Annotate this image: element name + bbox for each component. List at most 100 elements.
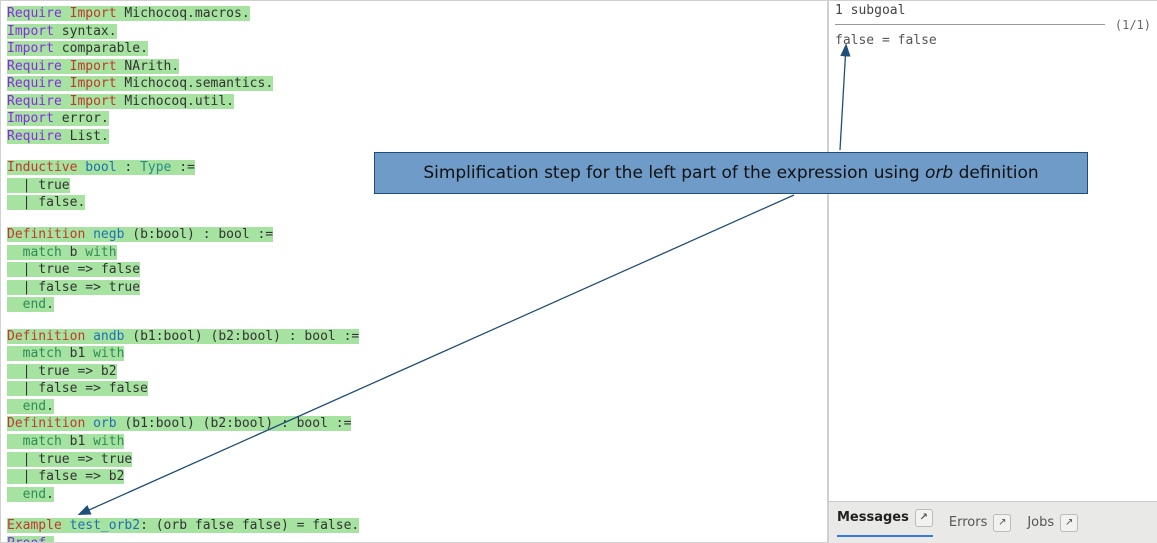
- code-token: with: [93, 434, 124, 449]
- code-token: end: [23, 297, 46, 312]
- code-token: Require: [7, 129, 62, 144]
- code-line[interactable]: | false => true: [7, 279, 821, 297]
- code-token: | false: [7, 195, 77, 210]
- code-token: .: [46, 399, 54, 414]
- code-token: match: [23, 245, 62, 260]
- code-line[interactable]: Definition andb (b1:bool) (b2:bool) : bo…: [7, 328, 821, 346]
- code-token: Import: [70, 6, 117, 21]
- popout-icon[interactable]: ↗: [993, 514, 1011, 532]
- code-line[interactable]: Definition orb (b1:bool) (b2:bool) : boo…: [7, 415, 821, 433]
- code-token: NArith: [124, 59, 171, 74]
- code-token: b1: [62, 346, 93, 361]
- code-line[interactable]: Proof.: [7, 535, 821, 543]
- code-line[interactable]: | true => true: [7, 451, 821, 469]
- code-line[interactable]: Require Import NArith.: [7, 58, 821, 76]
- code-token: [62, 129, 70, 144]
- callout-text: Simplification step for the left part of…: [423, 163, 1038, 183]
- code-token: Definition: [7, 329, 85, 344]
- code-line[interactable]: match b1 with: [7, 345, 821, 363]
- tab-jobs[interactable]: Jobs ↗: [1027, 514, 1078, 532]
- code-token: [7, 434, 23, 449]
- tab-messages[interactable]: Messages ↗: [837, 509, 933, 537]
- code-token: .: [77, 195, 85, 210]
- code-token: .: [46, 297, 54, 312]
- code-line[interactable]: Require Import Michocoq.macros.: [7, 5, 821, 23]
- code-token: | false => false: [7, 381, 148, 396]
- code-token: [62, 6, 70, 21]
- code-line[interactable]: Import comparable.: [7, 40, 821, 58]
- code-line[interactable]: Import syntax.: [7, 23, 821, 41]
- code-line[interactable]: | false => b2: [7, 468, 821, 486]
- code-token: Michocoq.macros: [124, 6, 241, 21]
- code-token: Definition: [7, 416, 85, 431]
- code-token: match: [23, 434, 62, 449]
- code-line[interactable]: end.: [7, 398, 821, 416]
- code-token: Import: [70, 59, 117, 74]
- code-token: Type: [140, 160, 171, 175]
- code-token: end: [23, 487, 46, 502]
- code-line[interactable]: Require Import Michocoq.semantics.: [7, 75, 821, 93]
- code-token: (b:bool) : bool :=: [124, 227, 273, 242]
- code-token: [7, 346, 23, 361]
- code-token: Import: [7, 111, 54, 126]
- tab-errors-label: Errors: [949, 515, 987, 530]
- code-token: Definition: [7, 227, 85, 242]
- code-token: :=: [171, 160, 194, 175]
- code-token: : (orb false false) = false.: [140, 518, 359, 533]
- code-token: Import: [70, 94, 117, 109]
- code-token: error: [62, 111, 101, 126]
- code-line[interactable]: | true => false: [7, 261, 821, 279]
- code-line[interactable]: match b with: [7, 244, 821, 262]
- code-token: .: [101, 129, 109, 144]
- code-token: end: [23, 399, 46, 414]
- ide-root: Require Import Michocoq.macros.Import sy…: [0, 0, 1157, 543]
- code-token: [54, 24, 62, 39]
- code-token: .: [46, 487, 54, 502]
- code-token: .: [46, 536, 54, 543]
- code-token: .: [109, 24, 117, 39]
- blank-line: [7, 212, 821, 226]
- code-token: test_orb2: [70, 518, 140, 533]
- code-token: Require: [7, 6, 62, 21]
- code-line[interactable]: | true => b2: [7, 363, 821, 381]
- code-token: [85, 227, 93, 242]
- code-line[interactable]: end.: [7, 296, 821, 314]
- code-token: | false => b2: [7, 469, 124, 484]
- code-token: Michocoq.util: [124, 94, 226, 109]
- code-line[interactable]: Import error.: [7, 110, 821, 128]
- code-token: [62, 76, 70, 91]
- code-token: (b1:bool) (b2:bool) : bool :=: [117, 416, 352, 431]
- code-token: comparable: [62, 41, 140, 56]
- code-token: [7, 297, 23, 312]
- tab-errors[interactable]: Errors ↗: [949, 514, 1011, 532]
- code-token: [54, 41, 62, 56]
- code-token: with: [93, 346, 124, 361]
- code-token: bool: [85, 160, 116, 175]
- code-token: Require: [7, 94, 62, 109]
- callout-suffix: definition: [953, 163, 1038, 183]
- tab-jobs-label: Jobs: [1027, 515, 1054, 530]
- code-token: List: [70, 129, 101, 144]
- code-line[interactable]: Require List.: [7, 128, 821, 146]
- goal-expression: false = false: [835, 33, 1151, 48]
- code-token: | true => false: [7, 262, 140, 277]
- popout-icon[interactable]: ↗: [915, 509, 933, 527]
- code-editor[interactable]: Require Import Michocoq.macros.Import sy…: [0, 0, 828, 543]
- code-token: [7, 245, 23, 260]
- code-token: [85, 329, 93, 344]
- code-token: .: [171, 59, 179, 74]
- code-line[interactable]: end.: [7, 486, 821, 504]
- code-line[interactable]: Example test_orb2: (orb false false) = f…: [7, 517, 821, 535]
- goals-panel: 1 subgoal (1/1) false = false Messages ↗…: [828, 0, 1157, 543]
- code-line[interactable]: | false.: [7, 194, 821, 212]
- code-token: with: [85, 245, 116, 260]
- code-line[interactable]: match b1 with: [7, 433, 821, 451]
- code-line[interactable]: | false => false: [7, 380, 821, 398]
- popout-icon[interactable]: ↗: [1060, 514, 1078, 532]
- code-line[interactable]: Definition negb (b:bool) : bool :=: [7, 226, 821, 244]
- code-token: syntax: [62, 24, 109, 39]
- code-token: negb: [93, 227, 124, 242]
- code-token: Require: [7, 76, 62, 91]
- code-line[interactable]: Require Import Michocoq.util.: [7, 93, 821, 111]
- code-token: .: [226, 94, 234, 109]
